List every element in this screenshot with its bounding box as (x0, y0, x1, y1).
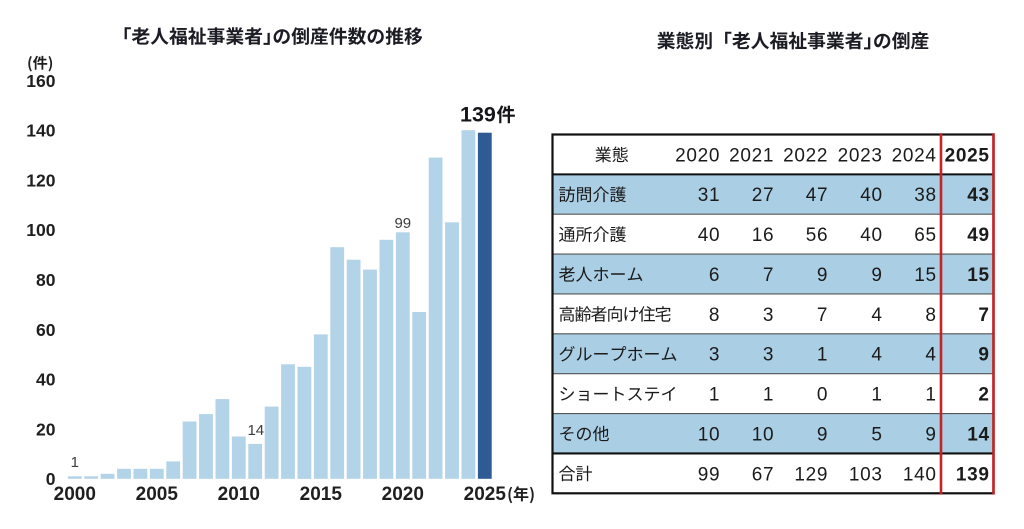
svg-text:7: 7 (763, 265, 774, 286)
svg-text:56: 56 (806, 225, 829, 246)
svg-text:7: 7 (817, 305, 828, 326)
svg-text:9: 9 (925, 424, 936, 445)
svg-text:15: 15 (967, 265, 990, 286)
svg-text:120: 120 (26, 170, 55, 190)
svg-text:139: 139 (956, 464, 990, 485)
svg-text:38: 38 (914, 185, 937, 206)
svg-text:2025: 2025 (464, 484, 507, 505)
svg-text:10: 10 (752, 424, 775, 445)
svg-text:2010: 2010 (218, 484, 260, 505)
svg-text:67: 67 (752, 464, 775, 485)
svg-text:160: 160 (26, 71, 55, 91)
svg-text:1: 1 (71, 454, 79, 471)
svg-text:1: 1 (925, 385, 936, 406)
svg-text:40: 40 (36, 370, 56, 390)
svg-text:2005: 2005 (136, 484, 179, 505)
svg-text:2000: 2000 (54, 484, 96, 505)
svg-text:3: 3 (763, 305, 774, 326)
svg-text:140: 140 (903, 464, 937, 485)
svg-text:60: 60 (36, 320, 56, 340)
svg-text:5: 5 (871, 424, 882, 445)
svg-text:2015: 2015 (300, 484, 343, 505)
svg-text:14: 14 (247, 422, 264, 439)
svg-text:2020: 2020 (675, 145, 720, 166)
svg-text:139: 139 (460, 103, 496, 127)
svg-text:2020: 2020 (382, 484, 424, 505)
svg-text:80: 80 (36, 270, 56, 290)
svg-text:3: 3 (709, 345, 720, 366)
svg-text:47: 47 (806, 185, 829, 206)
svg-text:9: 9 (978, 345, 989, 366)
svg-text:9: 9 (817, 424, 828, 445)
svg-text:129: 129 (794, 464, 828, 485)
svg-text:9: 9 (871, 265, 882, 286)
svg-text:3: 3 (763, 345, 774, 366)
svg-text:1: 1 (709, 385, 720, 406)
svg-text:15: 15 (914, 265, 937, 286)
svg-text:31: 31 (698, 185, 721, 206)
svg-text:2024: 2024 (892, 145, 937, 166)
svg-text:16: 16 (752, 225, 775, 246)
svg-text:2: 2 (978, 385, 989, 406)
svg-text:9: 9 (817, 265, 828, 286)
svg-text:0: 0 (46, 469, 56, 489)
svg-text:2023: 2023 (838, 145, 883, 166)
svg-text:43: 43 (967, 185, 990, 206)
svg-text:49: 49 (967, 225, 990, 246)
svg-text:4: 4 (871, 345, 882, 366)
svg-text:10: 10 (698, 424, 721, 445)
svg-text:140: 140 (26, 121, 55, 141)
svg-text:7: 7 (978, 305, 989, 326)
svg-text:6: 6 (709, 265, 720, 286)
svg-text:4: 4 (871, 305, 882, 326)
svg-text:40: 40 (860, 185, 883, 206)
svg-text:100: 100 (26, 220, 55, 240)
svg-text:2025: 2025 (945, 145, 990, 166)
svg-text:1: 1 (763, 385, 774, 406)
svg-text:8: 8 (925, 305, 936, 326)
svg-text:1: 1 (817, 345, 828, 366)
svg-text:2022: 2022 (783, 145, 828, 166)
svg-text:2021: 2021 (729, 145, 774, 166)
svg-text:40: 40 (698, 225, 721, 246)
svg-text:65: 65 (914, 225, 937, 246)
svg-text:14: 14 (967, 424, 990, 445)
svg-text:8: 8 (709, 305, 720, 326)
svg-text:20: 20 (36, 419, 56, 439)
svg-text:27: 27 (752, 185, 775, 206)
svg-text:99: 99 (394, 215, 411, 232)
svg-text:99: 99 (698, 464, 721, 485)
svg-text:40: 40 (860, 225, 883, 246)
svg-text:1: 1 (871, 385, 882, 406)
svg-text:4: 4 (925, 345, 936, 366)
svg-text:103: 103 (849, 464, 883, 485)
svg-text:0: 0 (817, 385, 828, 406)
